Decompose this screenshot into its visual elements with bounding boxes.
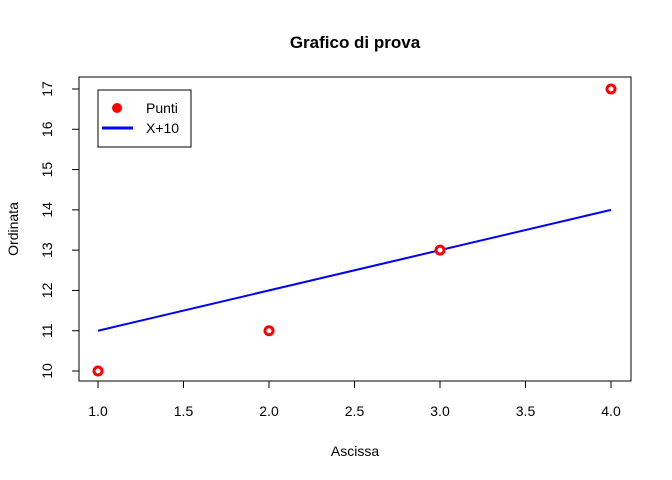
data-point: [605, 83, 617, 95]
y-tick-label: 15: [39, 162, 55, 178]
y-tick-label: 13: [39, 242, 55, 258]
legend-label-line: X+10: [146, 120, 179, 136]
x-tick-label: 1.0: [88, 403, 108, 419]
x-tick-label: 3.0: [430, 403, 450, 419]
legend-label-punti: Punti: [146, 100, 178, 116]
data-point: [263, 325, 275, 337]
y-axis: 10 11 12 13 14 15 16 17: [39, 81, 80, 379]
data-point: [92, 365, 104, 377]
x-tick-label: 1.5: [174, 403, 194, 419]
legend-box: [97, 89, 192, 148]
x-tick-label: 4.0: [601, 403, 621, 419]
y-tick-label: 11: [39, 323, 55, 338]
series-line: [97, 208, 612, 332]
y-tick-label: 12: [39, 282, 55, 298]
chart-title: Grafico di prova: [290, 33, 421, 52]
plot-marks: [92, 83, 617, 377]
y-tick-label: 10: [39, 363, 55, 379]
data-point: [434, 244, 446, 256]
y-axis-label: Ordinata: [5, 202, 21, 256]
x-axis-label: Ascissa: [331, 443, 379, 459]
x-tick-label: 2.0: [259, 403, 279, 419]
legend-marker-punti: [112, 103, 122, 113]
legend: Punti X+10: [97, 89, 192, 148]
x-axis: 1.0 1.5 2.0 2.5 3.0 3.5 4.0: [88, 380, 621, 419]
y-tick-label: 14: [39, 202, 55, 218]
x-tick-label: 2.5: [345, 403, 365, 419]
y-tick-label: 17: [39, 81, 55, 97]
y-tick-label: 16: [39, 121, 55, 137]
x-tick-label: 3.5: [516, 403, 536, 419]
